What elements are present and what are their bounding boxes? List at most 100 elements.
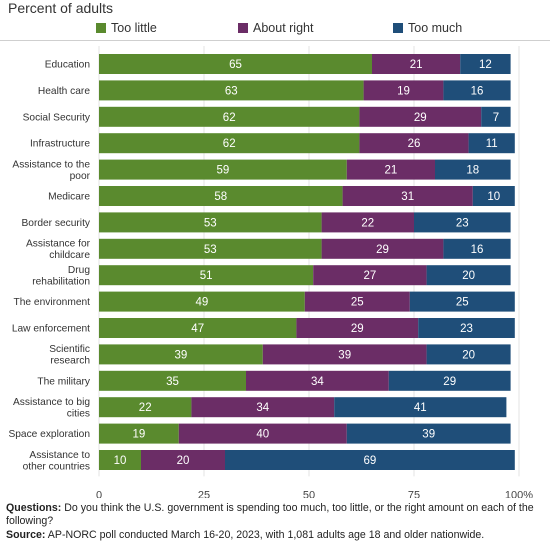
category-label: The military <box>37 376 91 387</box>
data-label: 12 <box>479 59 492 71</box>
legend-item-too-little: Too little <box>96 21 157 35</box>
questions-note: Questions: Do you think the U.S. governm… <box>6 502 546 529</box>
bar-about-right-drug-rehabilitation <box>313 265 427 286</box>
bar-too-much-education <box>460 54 511 74</box>
data-label: 35 <box>166 376 179 388</box>
data-label: 11 <box>486 138 498 150</box>
bar-about-right-assistance-for-childcare <box>321 238 444 259</box>
data-label: 25 <box>456 297 469 309</box>
bar-too-little-infrastructure <box>99 133 360 154</box>
chart-legend: Too little About right Too much <box>0 21 550 37</box>
data-label: 41 <box>414 402 427 414</box>
bar-too-little-education <box>99 54 372 74</box>
bar-about-right-social-security <box>359 106 482 127</box>
data-label: 18 <box>466 165 479 177</box>
bar-too-much-law-enforcement <box>418 318 515 338</box>
data-label: 21 <box>385 165 398 177</box>
questions-text: Do you think the U.S. government is spen… <box>6 502 534 528</box>
data-label: 16 <box>471 244 484 256</box>
data-label: 22 <box>139 402 152 414</box>
category-label: Drug rehabilitation <box>32 265 90 288</box>
bar-about-right-infrastructure <box>359 133 469 154</box>
questions-label: Questions: <box>6 502 62 514</box>
x-tick-label: 25 <box>198 489 210 498</box>
bar-about-right-health-care <box>363 80 444 101</box>
bar-too-much-health-care <box>443 80 511 101</box>
data-label: 21 <box>410 59 423 71</box>
data-label: 29 <box>414 112 427 124</box>
data-label: 39 <box>175 349 188 361</box>
category-label: Space exploration <box>8 429 90 440</box>
bar-too-little-assistance-to-the-poor <box>99 159 347 180</box>
data-label: 10 <box>114 455 127 467</box>
data-label: 27 <box>364 270 377 282</box>
category-label: Social Security <box>23 112 91 123</box>
bar-too-much-scientific-research <box>426 344 511 365</box>
bar-about-right-scientific-research <box>262 344 427 365</box>
data-label: 58 <box>214 191 227 203</box>
data-label: 25 <box>351 297 364 309</box>
bar-too-little-assistance-to-other-countries <box>99 450 141 470</box>
data-label: 22 <box>361 217 374 229</box>
data-label: 20 <box>177 455 190 467</box>
data-label: 23 <box>460 323 473 335</box>
bar-too-much-border-security <box>414 212 511 233</box>
bar-too-little-the-military <box>99 370 246 391</box>
data-label: 47 <box>191 323 204 335</box>
legend-swatch-about-right <box>238 23 248 33</box>
data-label: 26 <box>408 138 421 150</box>
legend-label-about-right: About right <box>253 21 314 35</box>
x-tick-label: 100% <box>505 489 533 498</box>
data-label: 62 <box>223 138 236 150</box>
bar-too-little-the-environment <box>99 291 305 312</box>
legend-swatch-too-much <box>393 23 403 33</box>
data-label: 51 <box>200 270 213 282</box>
category-label: Health care <box>38 86 90 97</box>
bar-too-much-the-military <box>388 370 511 391</box>
bar-too-much-assistance-to-the-poor <box>435 159 511 180</box>
bar-about-right-assistance-to-the-poor <box>346 159 435 180</box>
legend-item-about-right: About right <box>238 21 313 35</box>
x-tick-label: 50 <box>303 489 315 498</box>
category-label: Assistance to other countries <box>23 450 91 473</box>
data-label: 62 <box>223 112 236 124</box>
data-label: 23 <box>456 217 469 229</box>
category-label: Medicare <box>48 192 90 203</box>
data-label: 34 <box>256 402 269 414</box>
data-label: 53 <box>204 244 217 256</box>
bar-too-much-the-environment <box>409 291 515 312</box>
data-label: 20 <box>462 349 475 361</box>
category-label: Assistance to the poor <box>12 159 90 182</box>
data-label: 40 <box>256 429 269 441</box>
bar-too-little-scientific-research <box>99 344 263 365</box>
bar-too-much-medicare <box>472 186 515 206</box>
bar-about-right-medicare <box>342 186 473 206</box>
legend-item-too-much: Too much <box>393 21 462 35</box>
data-label: 53 <box>204 217 217 229</box>
legend-label-too-little: Too little <box>111 21 157 35</box>
bar-too-little-space-exploration <box>99 423 179 444</box>
bar-about-right-border-security <box>321 212 414 233</box>
bar-about-right-assistance-to-big-cities <box>191 397 335 418</box>
category-label: Infrastructure <box>30 139 90 150</box>
data-label: 31 <box>401 191 414 203</box>
data-label: 49 <box>196 297 209 309</box>
data-label: 65 <box>229 59 242 71</box>
bar-too-little-medicare <box>99 186 343 206</box>
x-tick-label: 75 <box>408 489 420 498</box>
data-label: 7 <box>493 112 499 124</box>
category-label: Assistance for childcare <box>26 239 91 261</box>
category-label: Assistance to big cities <box>13 397 90 420</box>
stacked-bar-chart: Education 65 21 12 Health care 63 19 16 Social S… <box>8 46 533 498</box>
x-tick-label: 0 <box>96 489 102 498</box>
bar-too-much-drug-rehabilitation <box>426 265 511 286</box>
data-label: 63 <box>225 85 238 97</box>
bar-too-much-social-security <box>481 106 511 127</box>
bar-about-right-the-environment <box>304 291 410 312</box>
data-label: 29 <box>443 376 456 388</box>
legend-label-too-much: Too much <box>408 21 463 35</box>
bar-too-much-assistance-for-childcare <box>443 238 511 259</box>
data-label: 69 <box>364 455 377 467</box>
source-text: AP-NORC poll conducted March 16-20, 2023… <box>45 528 485 541</box>
bar-too-much-infrastructure <box>468 133 515 154</box>
